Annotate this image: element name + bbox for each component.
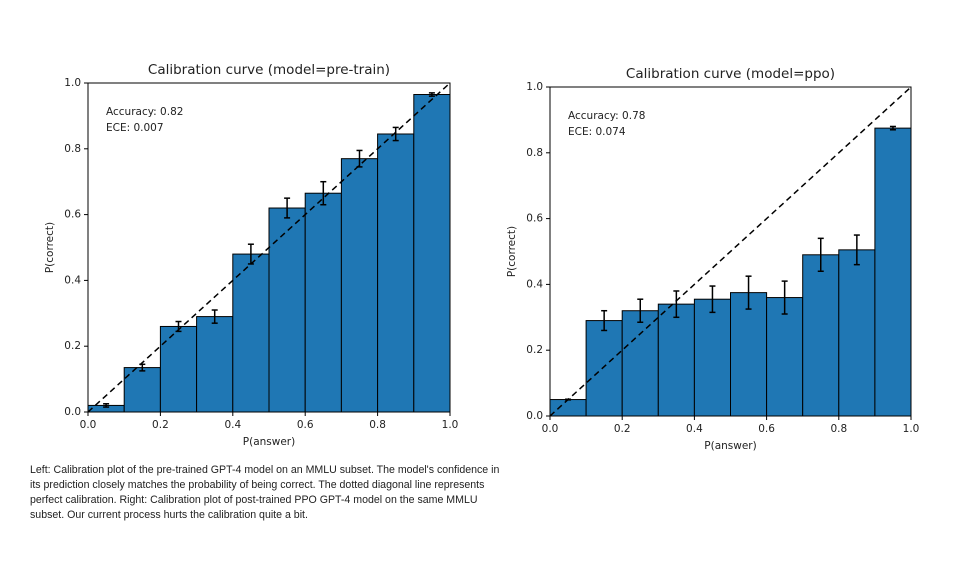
bar <box>766 297 804 417</box>
charts: 0.0 0.2 0.4 0.6 0.8 1.0 0.0 0.2 0.4 0.6 0.8 1.0 Cali… <box>44 62 920 452</box>
bar <box>123 367 161 413</box>
bar <box>730 292 768 417</box>
error-bar <box>673 290 680 319</box>
y-tick-label: 1.0 <box>526 81 543 93</box>
error-bar <box>428 92 435 97</box>
bar <box>838 249 876 417</box>
bar <box>621 310 659 417</box>
x-tick-label: 0.8 <box>830 423 847 435</box>
annotation: Accuracy: 0.82 <box>106 106 183 118</box>
bar <box>304 192 342 413</box>
caption: Left: Calibration plot of the pre-traine… <box>30 464 500 521</box>
error-bar <box>637 298 644 323</box>
error-bar <box>103 403 110 408</box>
error-bar <box>601 309 608 332</box>
y-tick-label: 0.4 <box>64 274 81 286</box>
x-tick-label: 0.2 <box>614 423 631 435</box>
y-tick-label: 0.6 <box>526 213 543 225</box>
x-tick-label: 0.8 <box>369 419 386 431</box>
y-tick-label: 0.8 <box>64 143 81 155</box>
bar <box>268 207 306 413</box>
bar <box>377 133 415 413</box>
x-tick-label: 1.0 <box>442 419 459 431</box>
y-tick-label: 0.2 <box>526 344 543 356</box>
annotation: ECE: 0.074 <box>568 126 626 138</box>
x-tick-label: 0.0 <box>80 419 97 431</box>
y-axis-label: P(correct) <box>506 226 518 277</box>
error-bar <box>817 237 824 272</box>
y-tick-label: 0.8 <box>526 147 543 159</box>
bar <box>693 298 732 417</box>
perfect-calibration-line <box>549 86 912 417</box>
y-tick-label: 0.0 <box>64 406 81 418</box>
y-tick-label: 0.2 <box>64 340 81 352</box>
error-bar <box>745 275 752 310</box>
bar <box>874 127 912 417</box>
y-tick-label: 0.4 <box>526 278 543 290</box>
bar <box>657 303 695 417</box>
x-tick-label: 0.4 <box>686 423 703 435</box>
error-bar <box>853 234 860 266</box>
x-axis-label: P(answer) <box>704 440 756 452</box>
bar <box>196 316 234 413</box>
y-tick-label: 0.6 <box>64 209 81 221</box>
plot-frame <box>549 86 912 417</box>
bar <box>802 254 840 417</box>
y-tick-label: 1.0 <box>64 77 81 89</box>
error-bar <box>211 309 218 324</box>
bar <box>232 253 270 413</box>
error-bar <box>889 125 896 131</box>
error-bar <box>781 280 788 315</box>
y-axis-label: P(correct) <box>44 222 56 273</box>
bar <box>413 94 451 413</box>
error-bar <box>709 285 716 314</box>
x-tick-label: 0.0 <box>542 423 559 435</box>
x-tick-label: 0.6 <box>297 419 314 431</box>
perfect-calibration-line <box>87 82 451 413</box>
bar <box>549 399 587 417</box>
y-tick-label: 0.0 <box>526 410 543 422</box>
x-tick-label: 1.0 <box>903 423 920 435</box>
bar <box>159 325 198 413</box>
bar <box>340 158 379 413</box>
annotation: ECE: 0.007 <box>106 122 164 134</box>
error-bar <box>284 197 291 219</box>
bar <box>585 320 623 417</box>
plot-frame <box>87 82 451 413</box>
error-bar <box>320 180 327 206</box>
annotation: Accuracy: 0.78 <box>568 110 645 122</box>
x-tick-label: 0.6 <box>758 423 775 435</box>
x-tick-label: 0.2 <box>152 419 169 431</box>
x-axis-label: P(answer) <box>243 436 295 448</box>
chart-title: Calibration curve (model=pre-train) <box>148 62 390 78</box>
chart-title: Calibration curve (model=ppo) <box>626 66 835 82</box>
x-tick-label: 0.4 <box>224 419 241 431</box>
error-bar <box>392 126 399 142</box>
